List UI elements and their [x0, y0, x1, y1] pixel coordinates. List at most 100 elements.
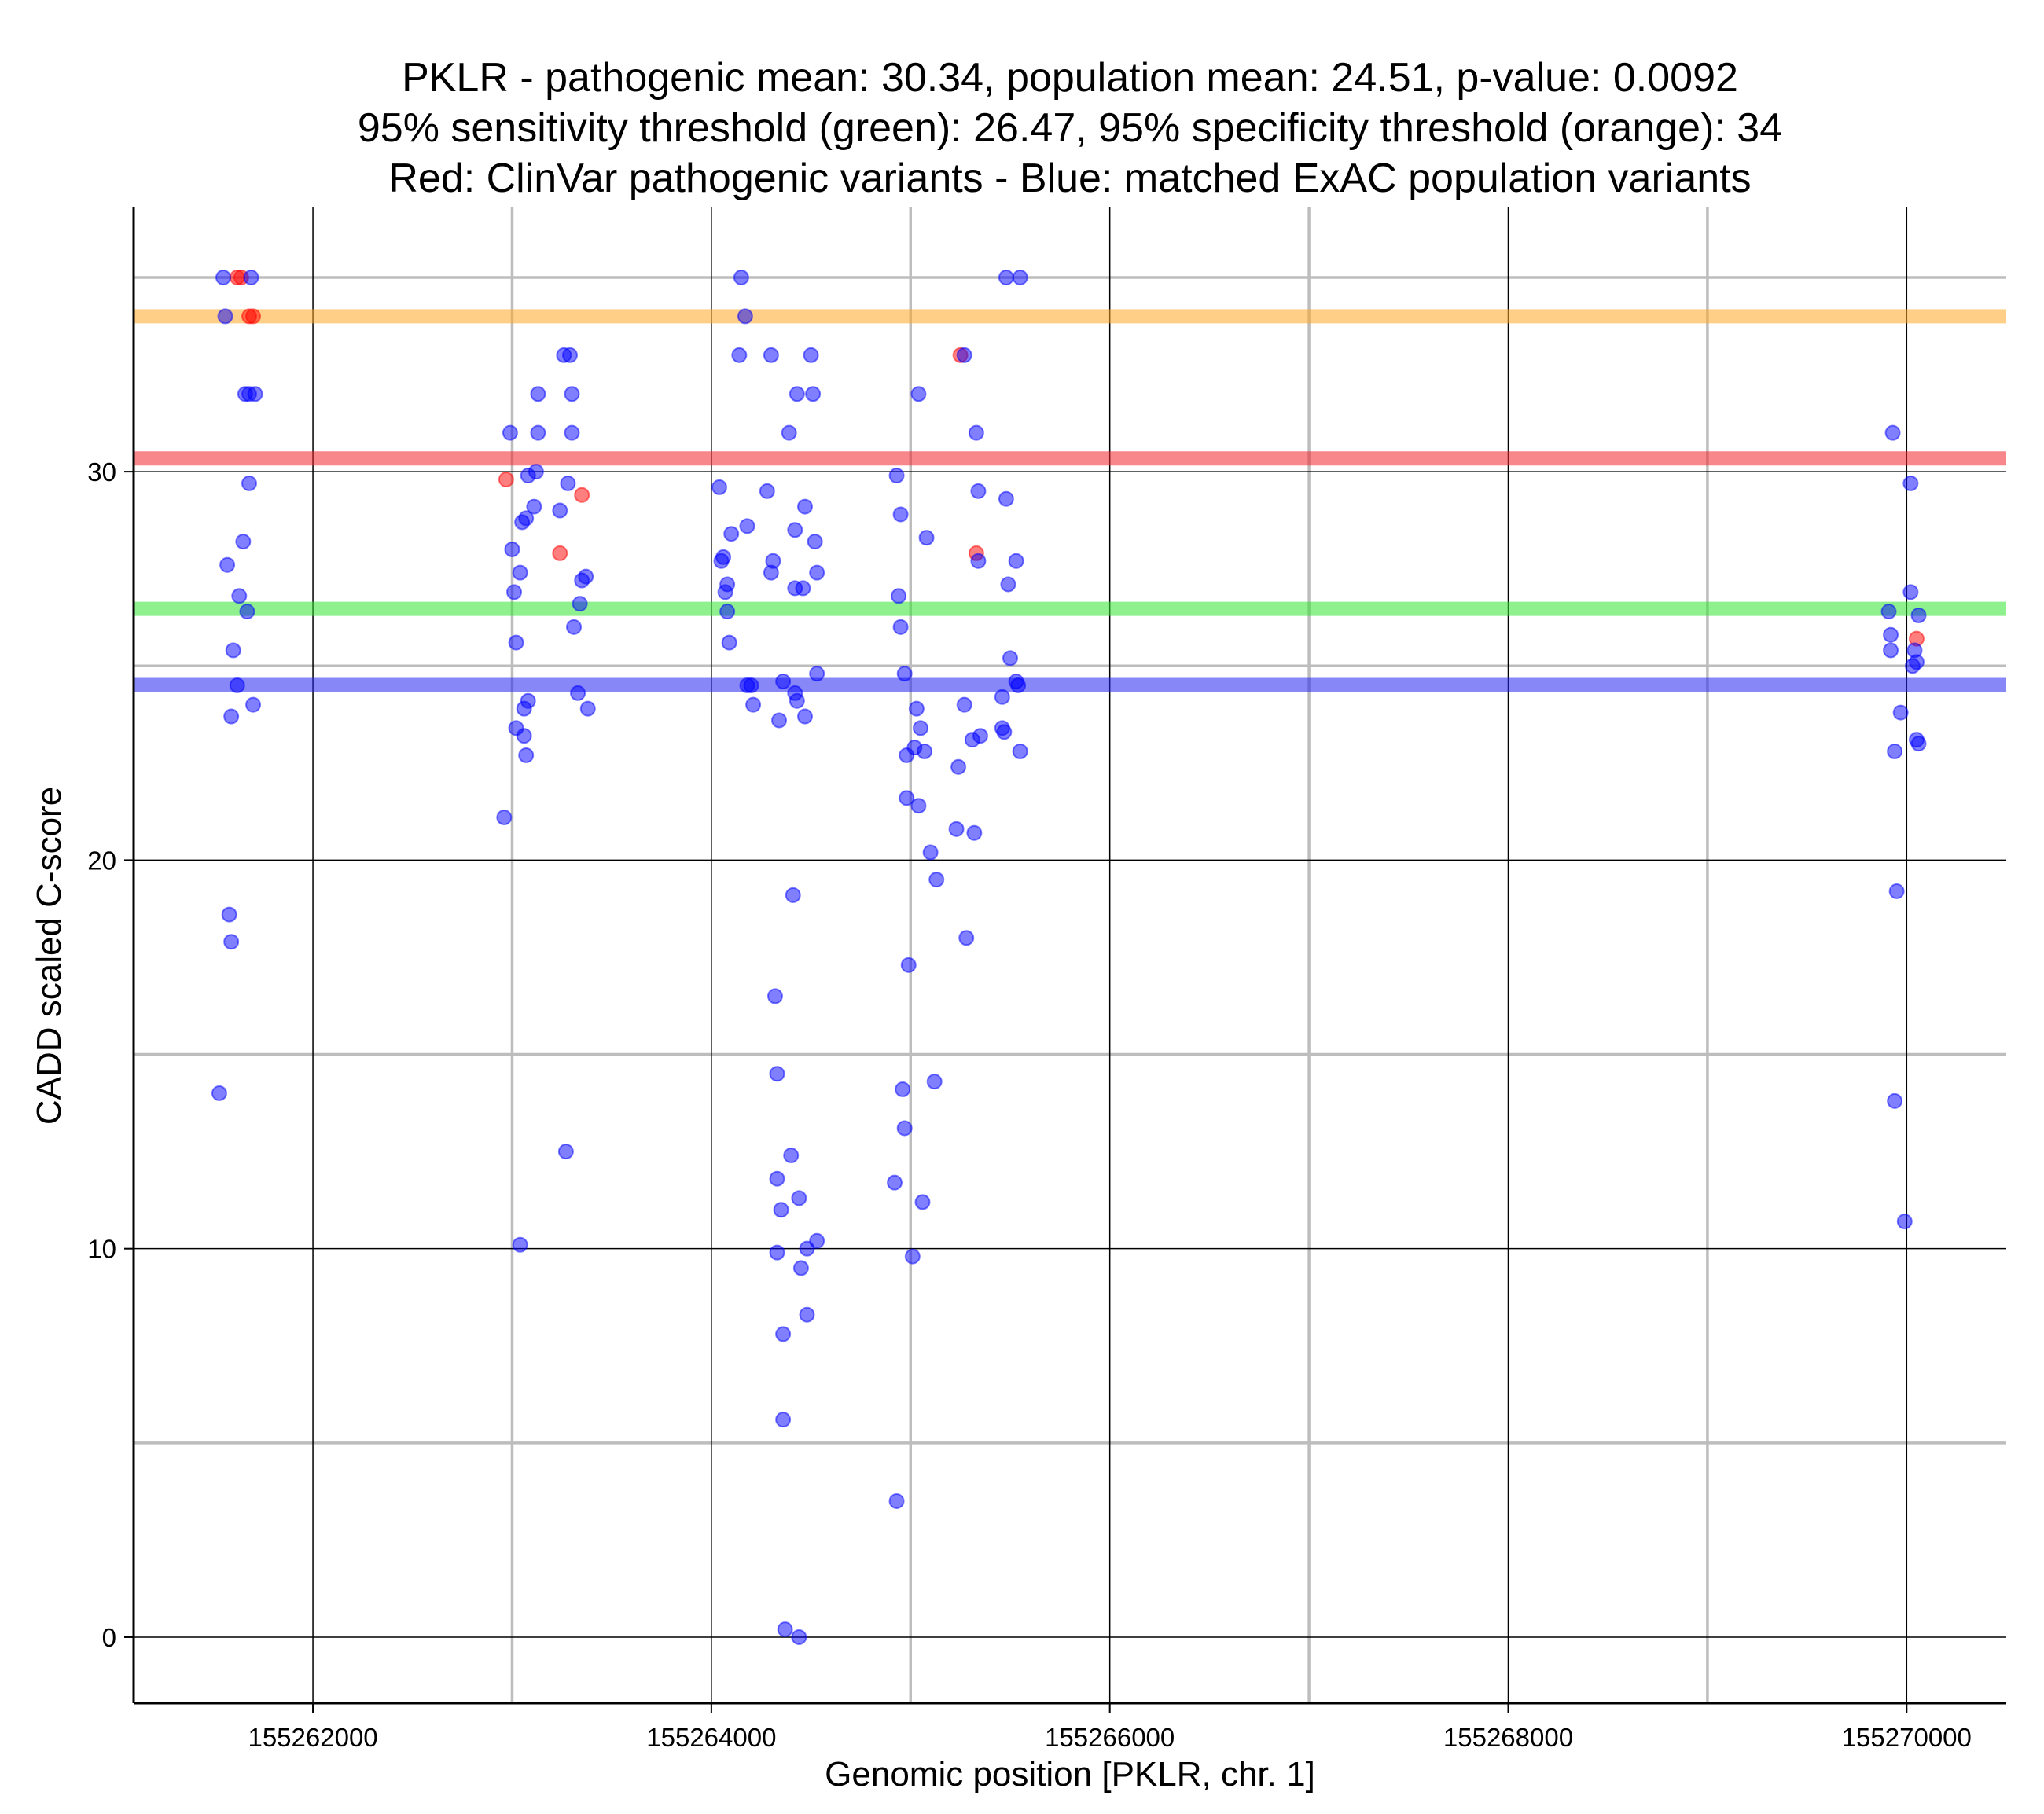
data-point [225, 642, 241, 659]
data-point [956, 696, 972, 713]
data-point [516, 728, 532, 744]
y-tick-label: 10 [87, 1235, 116, 1264]
data-point [743, 677, 759, 693]
data-point [1008, 553, 1024, 569]
data-point [711, 479, 728, 495]
data-point [896, 666, 913, 682]
data-point [777, 1621, 793, 1638]
data-point [520, 692, 536, 709]
data-point [785, 887, 801, 903]
data-point [715, 549, 732, 565]
data-point [887, 1174, 903, 1191]
data-point [796, 498, 813, 515]
data-point [496, 810, 513, 826]
data-point [809, 564, 825, 581]
data-point [968, 424, 984, 441]
data-point [243, 269, 259, 285]
data-point [765, 553, 781, 569]
y-tick-label: 20 [87, 846, 116, 875]
data-point [795, 580, 811, 597]
data-point [895, 1081, 911, 1098]
data-point [900, 957, 917, 973]
data-point [891, 588, 907, 604]
data-point [908, 700, 925, 717]
data-point [998, 490, 1014, 507]
data-point [223, 934, 240, 950]
data-point [219, 556, 236, 573]
data-point [1883, 642, 1899, 659]
data-point [948, 821, 965, 837]
data-point [994, 689, 1010, 705]
x-axis-title: Genomic position [PKLR, chr. 1] [825, 1755, 1315, 1794]
series-population [211, 269, 1927, 1645]
x-tick-label: 155262000 [248, 1723, 377, 1752]
data-point [733, 269, 749, 285]
data-point [918, 530, 935, 546]
x-tick-label: 155270000 [1842, 1723, 1972, 1752]
data-point [239, 604, 256, 620]
data-point [773, 1202, 789, 1218]
data-point [745, 696, 762, 713]
data-point [231, 588, 248, 604]
data-point [1883, 626, 1899, 643]
data-point [217, 308, 233, 325]
data-point [789, 692, 805, 709]
data-point [769, 1066, 785, 1082]
data-point [769, 1244, 785, 1261]
data-point [950, 758, 967, 775]
data-point [1012, 744, 1028, 759]
data-point [792, 1260, 809, 1276]
data-points [211, 269, 1927, 1645]
data-point [796, 708, 813, 725]
data-point [245, 308, 262, 325]
data-point [904, 1248, 921, 1265]
data-point [211, 1085, 227, 1101]
data-point [912, 720, 928, 736]
data-point [781, 424, 797, 441]
data-point [970, 553, 987, 569]
data-point [506, 584, 523, 600]
data-point [221, 906, 237, 923]
data-point [1002, 650, 1018, 666]
data-point [1884, 424, 1901, 441]
data-point [502, 424, 518, 441]
data-point [579, 700, 596, 717]
data-point [574, 487, 590, 503]
data-point [998, 269, 1014, 285]
data-point [789, 386, 805, 402]
data-point [791, 1190, 807, 1206]
data-point [552, 545, 568, 561]
data-point [512, 564, 528, 581]
y-tick-label: 0 [102, 1623, 116, 1652]
reference-lines [134, 309, 2006, 692]
series-pathogenic [229, 269, 1925, 647]
data-point [1902, 584, 1919, 600]
data-point [1000, 576, 1016, 593]
data-point [566, 619, 583, 635]
data-point [739, 518, 755, 534]
data-point [508, 634, 524, 651]
data-point [1887, 1092, 1903, 1109]
data-point [723, 526, 740, 542]
data-point [564, 424, 580, 441]
data-point [791, 1629, 807, 1645]
chart-title-line-2: 95% sensitivity threshold (green): 26.47… [358, 105, 1782, 151]
x-tick-label: 155268000 [1443, 1723, 1573, 1752]
data-point [518, 510, 535, 527]
data-point [1908, 654, 1925, 670]
data-point [721, 634, 737, 651]
chart-title-line-1: PKLR - pathogenic mean: 30.34, populatio… [402, 55, 1738, 101]
data-point [560, 475, 576, 491]
data-point [512, 1236, 528, 1253]
data-point [775, 674, 792, 690]
data-point [972, 728, 988, 744]
data-point [966, 824, 983, 841]
data-point [1892, 704, 1909, 721]
data-point [235, 534, 252, 550]
data-point [917, 744, 933, 759]
data-point [899, 790, 915, 806]
data-point [922, 844, 939, 861]
data-point [731, 347, 748, 363]
data-point [1012, 269, 1028, 285]
